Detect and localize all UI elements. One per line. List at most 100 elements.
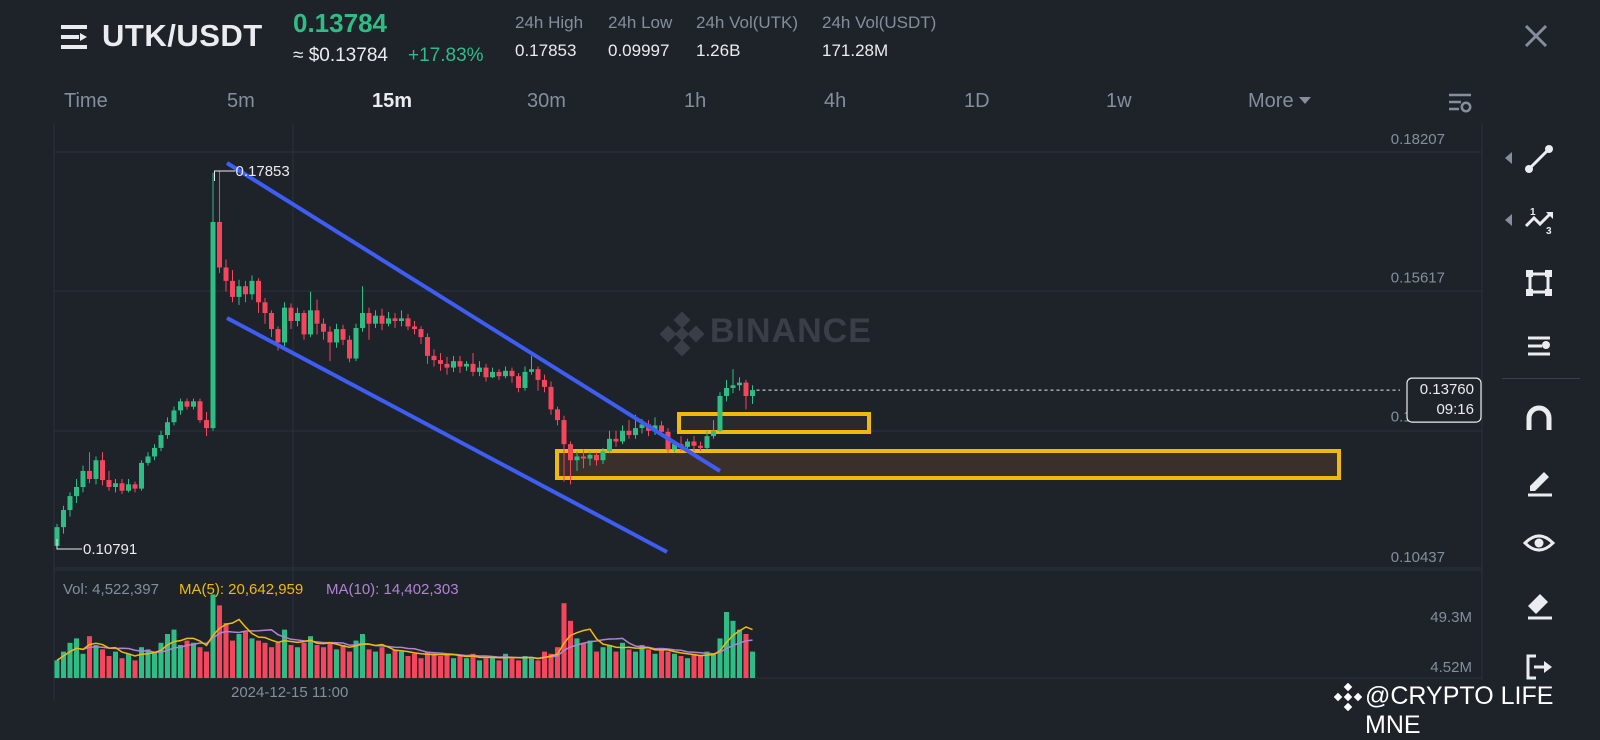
volume-bar — [509, 658, 515, 678]
eye-icon[interactable] — [1522, 526, 1556, 560]
candle — [503, 370, 508, 377]
volume-bar — [184, 640, 190, 678]
candles — [54, 171, 755, 550]
countdown-label: 09:16 — [1436, 401, 1474, 418]
candle — [730, 385, 736, 388]
candle — [704, 436, 710, 448]
tab-5m[interactable]: 5m — [227, 90, 255, 112]
close-icon[interactable] — [1520, 20, 1552, 52]
volume-bar — [626, 649, 632, 678]
candle — [438, 360, 443, 364]
magnet-icon[interactable] — [1522, 402, 1556, 436]
volume-bar — [243, 631, 248, 678]
candle — [379, 315, 385, 324]
stat-24h-vol-usdt: 24h Vol(USDT) 171.28M — [822, 13, 936, 61]
candle — [256, 280, 261, 303]
candle — [444, 363, 450, 368]
volume-bar — [483, 658, 489, 678]
candle — [80, 470, 86, 487]
expand-arrow-icon[interactable] — [1505, 152, 1512, 164]
candle — [366, 312, 372, 324]
tab-more[interactable]: More — [1248, 90, 1311, 113]
binance-logo-icon — [1334, 683, 1362, 711]
tab-15m[interactable]: 15m — [372, 90, 413, 112]
volume-bar — [639, 645, 645, 678]
eraser-icon[interactable] — [1522, 588, 1556, 622]
volume-bar — [256, 640, 261, 678]
candle — [353, 327, 359, 359]
candle — [184, 401, 190, 407]
demand-zone-small — [677, 412, 871, 434]
trend-line-icon[interactable] — [1522, 142, 1556, 176]
tab-1h[interactable]: 1h — [684, 90, 707, 112]
tab-1w[interactable]: 1w — [1106, 90, 1132, 112]
candle — [418, 329, 424, 338]
support-zones[interactable] — [555, 412, 1341, 480]
volume-bar — [223, 623, 229, 678]
candlestick-chart[interactable]: 0.18207 0.15617 0.13027 0.10437 0.13760 … — [0, 0, 1600, 720]
rectangle-icon[interactable] — [1522, 266, 1556, 300]
candle — [386, 318, 391, 324]
candle — [711, 430, 716, 437]
candle — [509, 370, 515, 377]
candle — [470, 363, 476, 372]
volume-bar — [236, 634, 242, 678]
volume-bar — [431, 653, 437, 678]
volume-bar — [139, 647, 144, 678]
volume-bar — [379, 647, 385, 678]
candle — [633, 428, 638, 436]
pair-title[interactable]: UTK/USDT — [102, 18, 263, 53]
volume-bar — [347, 651, 352, 678]
tab-30m[interactable]: 30m — [527, 90, 566, 112]
tab-time[interactable]: Time — [64, 90, 108, 112]
volume-bar — [340, 645, 346, 678]
volume-bar — [542, 651, 547, 678]
volume-bar — [613, 651, 619, 678]
volume-bar — [711, 653, 716, 678]
volume-bar — [561, 603, 567, 678]
candle — [626, 430, 632, 436]
candle — [691, 441, 697, 446]
ma10-line — [56, 629, 753, 662]
candle — [282, 307, 287, 343]
candle — [288, 307, 294, 322]
volume-bar — [600, 647, 606, 678]
volume-bar — [724, 612, 729, 678]
volume-bar — [444, 653, 450, 678]
candle — [724, 387, 729, 396]
volume-bar — [230, 640, 235, 678]
candle — [743, 382, 749, 396]
tab-1d[interactable]: 1D — [964, 90, 990, 112]
candle — [295, 312, 300, 322]
header: UTK/USDT 0.13784 ≈ $0.13784 +17.83% 24h … — [0, 0, 1600, 80]
expand-arrow-icon[interactable] — [1505, 214, 1512, 226]
candle — [347, 339, 352, 359]
volume-bar — [750, 651, 755, 678]
volume-bar — [516, 660, 521, 678]
fib-icon[interactable]: 1 3 — [1522, 204, 1556, 238]
volume-bar — [652, 653, 658, 678]
candle — [431, 355, 437, 361]
descending-channel[interactable] — [225, 161, 722, 554]
indicator-icon[interactable] — [1522, 328, 1556, 362]
caret-down-icon — [1298, 97, 1311, 104]
volume-tick-label: 49.3M — [1430, 609, 1472, 626]
exit-icon[interactable] — [1522, 650, 1556, 684]
tab-4h[interactable]: 4h — [824, 90, 847, 112]
candle — [54, 527, 60, 546]
chart-settings-icon[interactable] — [1447, 90, 1473, 116]
candle — [191, 401, 196, 407]
volume-bar — [503, 653, 508, 678]
candle — [87, 470, 92, 479]
candle — [477, 367, 482, 372]
credit-text: @CRYPTO LIFE MNE — [1365, 682, 1554, 739]
volume-bar — [373, 651, 378, 678]
high-annotation: 0.17853 — [214, 163, 290, 181]
volume-bar — [581, 642, 586, 678]
candle — [301, 312, 307, 335]
menu-icon[interactable] — [60, 22, 90, 52]
candle — [659, 425, 664, 432]
candle — [548, 386, 554, 410]
pencil-icon[interactable] — [1522, 464, 1556, 498]
volume-bar — [295, 647, 300, 678]
